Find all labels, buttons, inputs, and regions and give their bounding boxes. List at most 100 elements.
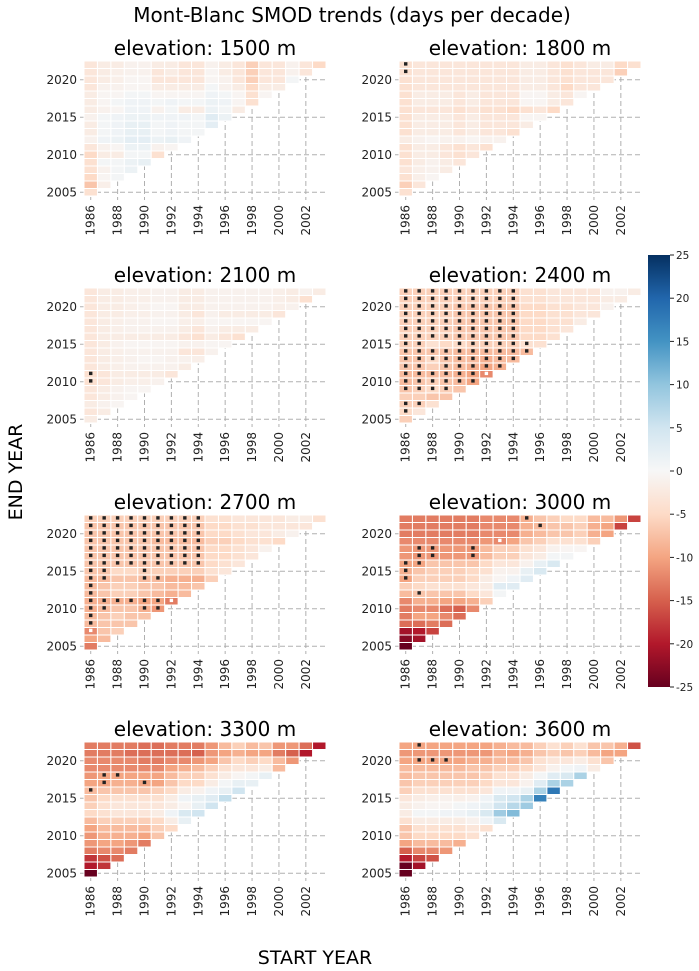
heatmap-cell [411,771,427,780]
significance-marker [471,326,475,331]
heatmap-cell [559,741,575,750]
heatmap-cell [191,60,206,69]
heatmap-cell [96,120,112,129]
heatmap-cell [123,287,139,296]
significance-marker [471,311,475,316]
x-tick-label: 1996 [218,205,232,236]
heatmap-cell [627,287,642,296]
significance-marker [89,788,93,792]
heatmap-cell [164,816,179,825]
heatmap-cell [137,355,152,364]
significance-marker [511,289,515,293]
heatmap-cell [137,295,152,304]
heatmap-cell [519,764,534,773]
heatmap-cell [438,612,454,621]
heatmap-cell [546,537,561,546]
heatmap-cell [586,764,602,773]
heatmap-cell [506,764,521,773]
significance-marker [471,334,475,338]
heatmap-cell [479,113,494,122]
significance-marker [404,561,408,565]
heatmap-cell [123,809,139,818]
heatmap-cell [271,756,287,765]
heatmap-cell [191,98,206,107]
heatmap-cell [506,544,521,553]
heatmap-cell [411,529,427,538]
heatmap-cell [191,325,206,334]
heatmap-cell [411,816,427,825]
heatmap-cell [479,567,494,576]
panel-title: elevation: 2100 m [114,263,296,287]
y-tick-label: 2020 [361,300,392,314]
x-tick-label: 1986 [84,886,98,917]
heatmap-cell [150,779,166,788]
heatmap-cell [425,90,440,99]
heatmap-cell [298,522,314,531]
heatmap-cell [479,98,494,107]
significance-marker [102,546,106,550]
significance-marker [196,516,200,520]
significance-marker [430,296,435,301]
heatmap-cell [492,75,508,84]
significance-marker [404,379,408,383]
y-tick-label: 2010 [46,602,77,616]
heatmap-cell [244,310,260,319]
x-tick-label: 1994 [506,659,520,690]
x-tick-label: 1996 [533,886,547,917]
significance-marker [169,561,174,565]
heatmap-cell [96,370,112,379]
heatmap-cell [285,75,300,84]
heatmap-cell [110,165,125,174]
panel-title: elevation: 2400 m [429,263,611,287]
significance-marker [169,516,174,520]
significance-marker [511,319,515,323]
heatmap-cell [110,135,125,144]
heatmap-cell [110,619,125,628]
y-tick-label: 2015 [46,110,77,124]
heatmap-cell [110,60,125,69]
y-tick-label: 2005 [46,866,77,880]
significance-marker [417,364,421,368]
heatmap-cell [425,400,440,409]
heatmap-cell [438,158,454,167]
y-tick-label: 2015 [361,110,392,124]
heatmap-cell [559,537,575,546]
heatmap-cell [110,582,125,591]
significance-marker [417,289,421,293]
heatmap-cell [438,135,454,144]
heatmap-cell [452,741,467,750]
heatmap-cell [83,90,98,99]
heatmap-cell [96,295,112,304]
heatmap-cell [191,75,206,84]
y-tick-label: 2010 [46,829,77,843]
heatmap-cell [600,287,615,296]
significance-marker [511,326,515,331]
heatmap-cell [398,741,413,750]
heatmap-cell [164,362,179,371]
heatmap-cell [191,355,206,364]
heatmap-cell [465,741,481,750]
heatmap-cell [559,779,575,788]
heatmap-cell [285,522,300,531]
heatmap-cell [519,60,534,69]
heatmap-cell [452,537,467,546]
heatmap-cell [465,756,481,765]
heatmap-cell [532,310,548,319]
heatmap-cell [479,529,494,538]
heatmap-cell [398,98,413,107]
y-tick-label: 2015 [361,564,392,578]
heatmap-cell [600,529,615,538]
heatmap-cell [123,574,139,583]
heatmap-cell [83,415,98,424]
heatmap-cell [492,514,508,523]
heatmap-cell [438,143,454,152]
heatmap-cell [425,771,440,780]
heatmap-cell [492,771,508,780]
heatmap-cell [150,567,166,576]
heatmap-cell [177,128,193,137]
heatmap-cell [600,756,615,765]
heatmap-cell [150,831,166,840]
heatmap-cell [177,332,193,341]
heatmap-cell [137,816,152,825]
heatmap-cell [137,128,152,137]
